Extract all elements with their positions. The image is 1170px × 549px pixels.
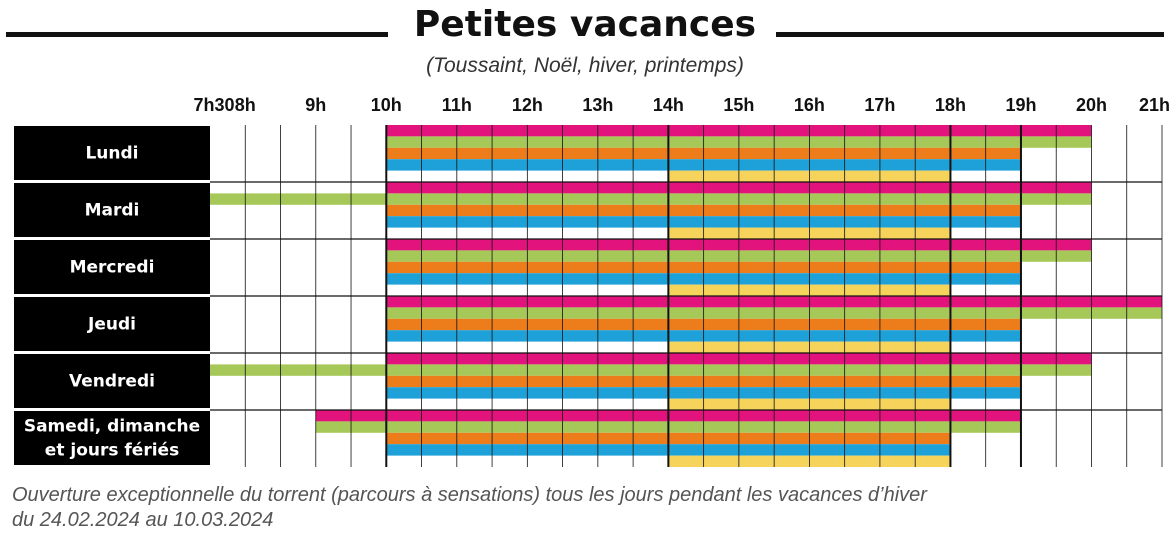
- day-label: Mardi: [85, 201, 140, 221]
- hour-tick-label: 7h30: [193, 95, 234, 115]
- title-rule-left: [6, 32, 388, 37]
- day-label-box: [14, 411, 210, 465]
- day-label-box: [14, 297, 210, 351]
- day-label: Vendredi: [69, 372, 155, 392]
- hour-tick-label: 19h: [1005, 95, 1036, 115]
- hour-tick-label: 11h: [442, 95, 472, 115]
- day-label: et jours fériés: [45, 441, 179, 461]
- title-rule-right: [776, 32, 1164, 37]
- day-label-box: [14, 240, 210, 294]
- schedule-bar: [210, 193, 1092, 205]
- hour-tick-label: 18h: [935, 95, 966, 115]
- hour-tick-label: 21h: [1139, 95, 1170, 115]
- hour-tick-label: 20h: [1076, 95, 1107, 115]
- hour-tick-label: 14h: [653, 95, 684, 115]
- day-label-box: [14, 183, 210, 237]
- footnote: Ouverture exceptionnelle du torrent (par…: [12, 483, 1162, 533]
- hour-tick-label: 15h: [723, 95, 754, 115]
- page-subtitle: (Toussaint, Noël, hiver, printemps): [426, 54, 744, 77]
- footnote-line-1: Ouverture exceptionnelle du torrent (par…: [12, 484, 927, 506]
- day-label-box: [14, 354, 210, 408]
- hour-tick-label: 16h: [794, 95, 825, 115]
- hour-tick-label: 17h: [864, 95, 895, 115]
- day-label: Jeudi: [87, 315, 136, 335]
- hour-tick-label: 13h: [582, 95, 613, 115]
- day-label: Mercredi: [70, 258, 155, 278]
- hour-tick-label: 10h: [371, 95, 402, 115]
- hour-tick-label: 8h: [235, 95, 256, 115]
- hour-tick-label: 9h: [305, 95, 326, 115]
- day-label: Lundi: [85, 144, 138, 164]
- day-label-box: [14, 126, 210, 180]
- schedule-bar: [210, 364, 1092, 376]
- page-title: Petites vacances: [413, 4, 757, 45]
- hour-tick-label: 12h: [512, 95, 543, 115]
- footnote-line-2: du 24.02.2024 au 10.03.2024: [12, 509, 274, 531]
- day-label: Samedi, dimanche: [24, 417, 200, 437]
- schedule-chart: Lundi Mardi Mercredi Jeudi Vendredi Samedi, d…: [14, 95, 1170, 467]
